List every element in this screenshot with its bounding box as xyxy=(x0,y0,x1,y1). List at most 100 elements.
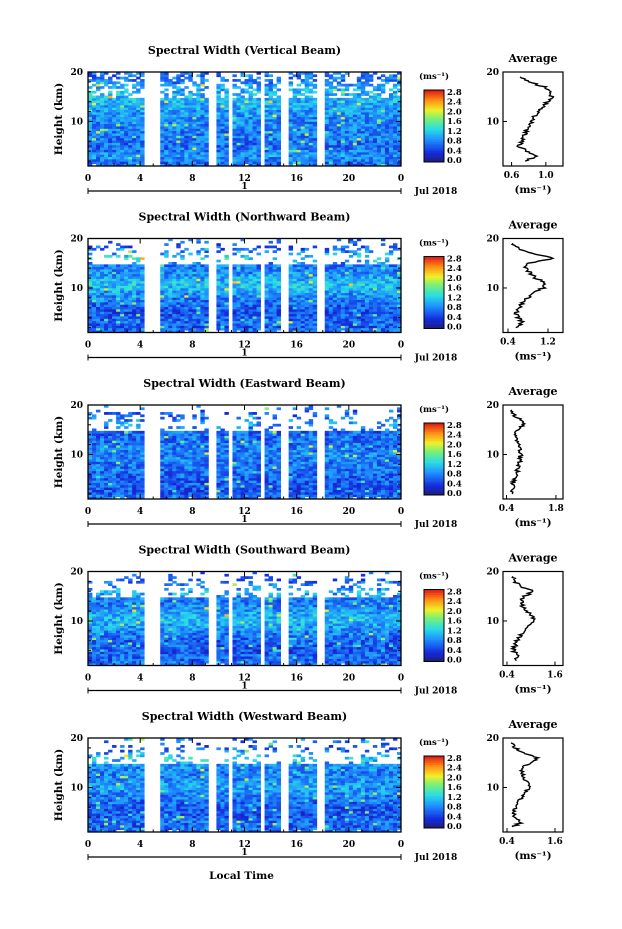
heatmap-cell xyxy=(296,309,302,312)
heatmap-cell xyxy=(220,128,225,132)
heatmap-cell xyxy=(300,123,306,127)
heatmap-cell xyxy=(252,123,257,127)
heatmap-cell xyxy=(268,276,273,279)
heatmap-cell xyxy=(116,316,121,319)
heatmap-cell xyxy=(348,140,354,143)
heatmap-cell xyxy=(364,130,370,134)
heatmap-cell xyxy=(100,142,105,146)
heatmap-cell xyxy=(100,97,105,101)
heatmap-cell xyxy=(336,154,342,157)
heatmap-cell xyxy=(160,83,165,87)
heatmap-cell xyxy=(188,72,193,75)
heatmap-cell xyxy=(268,140,273,143)
heatmap-cell xyxy=(124,156,129,160)
heatmap-cell xyxy=(268,97,273,101)
heatmap-cell xyxy=(332,137,338,141)
heatmap-cell xyxy=(380,126,386,129)
panel-2: Spectral Width (Northward Beam)Height (k… xyxy=(53,211,564,364)
heatmap-cell xyxy=(172,123,177,127)
heatmap-cell xyxy=(384,102,390,106)
heatmap-cell xyxy=(200,489,205,493)
heatmap-cell xyxy=(184,489,189,493)
heatmap-cell xyxy=(328,491,334,495)
heatmap-cell xyxy=(300,111,306,115)
heatmap-cell xyxy=(312,102,318,106)
heatmap-cell xyxy=(124,313,129,317)
heatmap-cell xyxy=(112,128,117,132)
heatmap-cell xyxy=(92,309,97,312)
heatmap-cell xyxy=(300,147,306,150)
heatmap-cell xyxy=(304,494,310,498)
heatmap-cell xyxy=(348,254,354,258)
heatmap-cell xyxy=(240,269,245,272)
heatmap-cell xyxy=(172,149,177,153)
heatmap-cell xyxy=(304,102,310,106)
heatmap-cell xyxy=(336,491,342,495)
heatmap-cell xyxy=(336,269,342,272)
heatmap-cell xyxy=(176,252,181,256)
heatmap-cell xyxy=(296,151,302,155)
profile-y-tick-label: 20 xyxy=(486,68,499,78)
heatmap-cell xyxy=(200,311,205,315)
heatmap-cell xyxy=(108,111,113,115)
heatmap-cell xyxy=(248,299,253,303)
heatmap-cell xyxy=(168,294,173,298)
heatmap-cell xyxy=(356,318,362,322)
heatmap-cell xyxy=(356,114,362,118)
heatmap-cell xyxy=(192,283,197,286)
heatmap-cell xyxy=(336,137,342,141)
heatmap-cell xyxy=(112,133,117,136)
colorbar-segment xyxy=(424,124,444,127)
heatmap-cell xyxy=(188,320,193,324)
heatmap-cell xyxy=(172,285,177,289)
heatmap-cell xyxy=(340,156,346,160)
heatmap-cell xyxy=(308,318,314,322)
heatmap-cell xyxy=(272,327,277,331)
heatmap-cell xyxy=(380,323,386,326)
heatmap-cell xyxy=(364,489,370,493)
heatmap-cell xyxy=(304,325,310,329)
heatmap-cell xyxy=(272,140,277,143)
heatmap-cell xyxy=(100,287,105,291)
heatmap-cell xyxy=(172,496,177,500)
heatmap-cell xyxy=(372,119,378,122)
heatmap-cell xyxy=(288,280,294,284)
heatmap-cell xyxy=(256,163,261,167)
colorbar-segment xyxy=(424,151,444,154)
heatmap-cell xyxy=(232,252,237,256)
heatmap-cell xyxy=(236,306,241,310)
heatmap-cell xyxy=(296,496,302,500)
heatmap-cell xyxy=(340,121,346,125)
heatmap-cell xyxy=(100,276,105,279)
heatmap-cell xyxy=(288,126,294,129)
heatmap-cell xyxy=(392,95,398,99)
heatmap-cell xyxy=(344,109,350,113)
heatmap-cell xyxy=(204,496,209,500)
heatmap-cell xyxy=(180,81,185,85)
heatmap-cell xyxy=(376,318,382,322)
heatmap-cell xyxy=(104,491,109,495)
heatmap-cell xyxy=(160,102,165,106)
heatmap-cell xyxy=(200,74,205,78)
heatmap-cell xyxy=(372,121,378,125)
heatmap-cell xyxy=(340,294,346,298)
heatmap-cell xyxy=(216,158,221,162)
heatmap-cell xyxy=(188,318,193,322)
heatmap-cell xyxy=(344,301,350,305)
heatmap-cell xyxy=(140,116,145,120)
heatmap-cell xyxy=(312,104,318,108)
heatmap-cell xyxy=(88,158,93,162)
heatmap-cell xyxy=(168,140,173,143)
heatmap-cell xyxy=(248,304,253,308)
heatmap-cell xyxy=(264,266,269,270)
heatmap-cell xyxy=(124,121,129,125)
heatmap-cell xyxy=(120,147,125,150)
heatmap-cell xyxy=(244,144,249,148)
heatmap-cell xyxy=(296,304,302,308)
colorbar-segment xyxy=(424,278,444,281)
heatmap-cell xyxy=(396,276,402,279)
heatmap-cell xyxy=(248,264,253,268)
heatmap-cell xyxy=(336,156,342,160)
heatmap-cell xyxy=(224,254,229,258)
heatmap-cell xyxy=(160,269,165,272)
